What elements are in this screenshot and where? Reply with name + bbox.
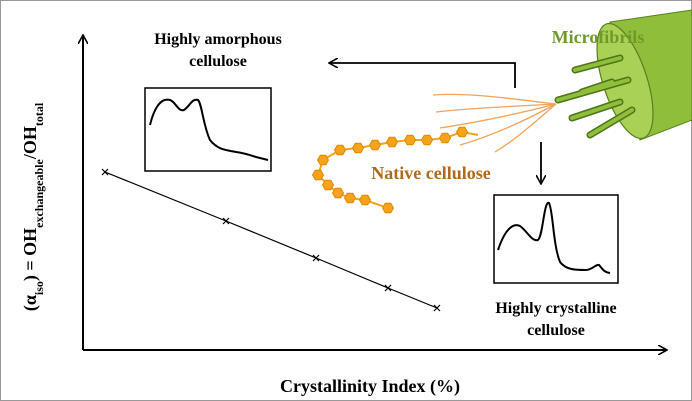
hexagon [331,187,345,199]
hexagon [368,139,382,151]
hexagon [420,134,434,146]
hexagon [403,134,417,146]
y-label-sub: exchangeable [32,159,46,228]
microfibrils [554,9,692,141]
hexagons [311,126,469,214]
amorphous-spectrum-box [144,87,272,172]
amorphous-spectrum [149,98,269,161]
hexagon [351,142,365,154]
y-label-part: ) = OH [20,228,41,281]
y-label-part: (α [20,295,41,311]
hexagon [438,132,452,144]
hexagon [358,194,372,206]
y-label-part: /OH [20,126,40,160]
y-axis-label: (αiso) = OHexchangeable/OHtotal [20,102,46,311]
y-label-sub: iso [32,281,46,295]
hexagon [333,144,347,156]
hexagon [381,202,395,214]
hexagon [385,136,399,148]
trend-line [101,168,441,312]
arrow-to-amorphous [330,63,516,88]
y-label-sub: total [32,102,46,126]
hexagon [316,154,330,166]
fibres [432,93,557,153]
crystalline-label: cellulose [527,322,585,339]
hexagon [311,169,325,181]
hexagon [321,179,335,191]
amorphous-label: cellulose [189,53,247,70]
amorphous-label: Highly amorphous [154,31,282,48]
hexagon [343,192,357,204]
crystalline-spectrum [497,201,611,274]
microfibrils-label: Microfibrils [552,27,645,47]
crystalline-spectrum-box [493,194,619,284]
x-axis-label: Crystallinity Index (%) [280,376,460,397]
crystalline-label: Highly crystalline [495,300,616,317]
native-label: Native cellulose [371,163,490,183]
hexagon [455,126,469,138]
